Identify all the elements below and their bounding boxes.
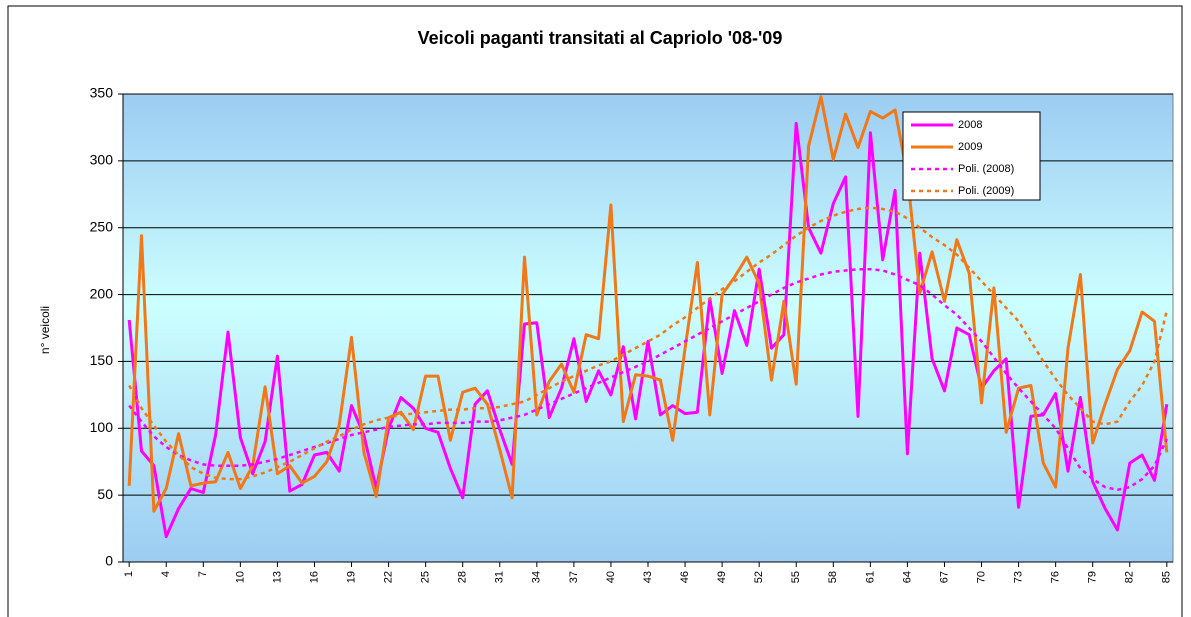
legend-label: 2008 <box>958 119 982 131</box>
x-tick-label: 25 <box>420 571 432 583</box>
y-axis-label: n° veicoli <box>38 306 52 354</box>
legend: 2008 2009 Poli. (2008) Poli. (2009) <box>902 111 1041 201</box>
x-tick-label: 76 <box>1050 571 1062 583</box>
y-tick-label: 200 <box>90 285 114 301</box>
x-tick-label: 79 <box>1087 571 1099 583</box>
legend-label: Poli. (2008) <box>958 163 1014 175</box>
x-tick-label: 82 <box>1124 571 1136 583</box>
x-tick-label: 58 <box>827 571 839 583</box>
series-line <box>127 95 1169 513</box>
y-tick-label: 300 <box>90 152 114 168</box>
y-tick-label: 250 <box>90 218 114 234</box>
x-tick-label: 43 <box>642 571 654 583</box>
x-tick-label: 85 <box>1161 571 1173 583</box>
x-tick-label: 37 <box>568 571 580 583</box>
x-tick-label: 52 <box>753 571 765 583</box>
x-tick-label: 13 <box>271 571 283 583</box>
x-tick-label: 31 <box>494 571 506 583</box>
x-tick-label: 4 <box>160 571 172 577</box>
legend-label: Poli. (2009) <box>958 185 1014 197</box>
x-tick-label: 34 <box>531 571 543 583</box>
y-tick-label: 150 <box>90 352 114 368</box>
x-tick-label: 22 <box>382 571 394 583</box>
x-tick-label: 19 <box>345 571 357 583</box>
legend-box <box>902 111 1041 201</box>
series-line <box>128 206 1169 481</box>
x-tick-label: 7 <box>197 571 209 577</box>
x-tick-label: 46 <box>679 571 691 583</box>
y-tick-label: 350 <box>90 85 114 101</box>
y-tick-label: 0 <box>105 553 113 569</box>
chart-title: Veicoli paganti transitati al Capriolo '… <box>418 28 783 48</box>
x-tick-label: 40 <box>605 571 617 583</box>
x-tick-label: 28 <box>457 571 469 583</box>
legend-label: 2009 <box>958 141 982 153</box>
x-tick-label: 70 <box>975 571 987 583</box>
x-tick-label: 16 <box>308 571 320 583</box>
x-tick-label: 64 <box>901 571 913 583</box>
x-tick-label: 67 <box>938 571 950 583</box>
x-tick-label: 49 <box>716 571 728 583</box>
y-tick-label: 100 <box>90 419 114 435</box>
x-tick-label: 10 <box>234 571 246 583</box>
y-tick-label: 50 <box>97 486 113 502</box>
x-tick-label: 55 <box>790 571 802 583</box>
x-tick-label: 1 <box>123 571 135 577</box>
x-tick-label: 61 <box>864 571 876 583</box>
x-tick-label: 73 <box>1012 571 1024 583</box>
